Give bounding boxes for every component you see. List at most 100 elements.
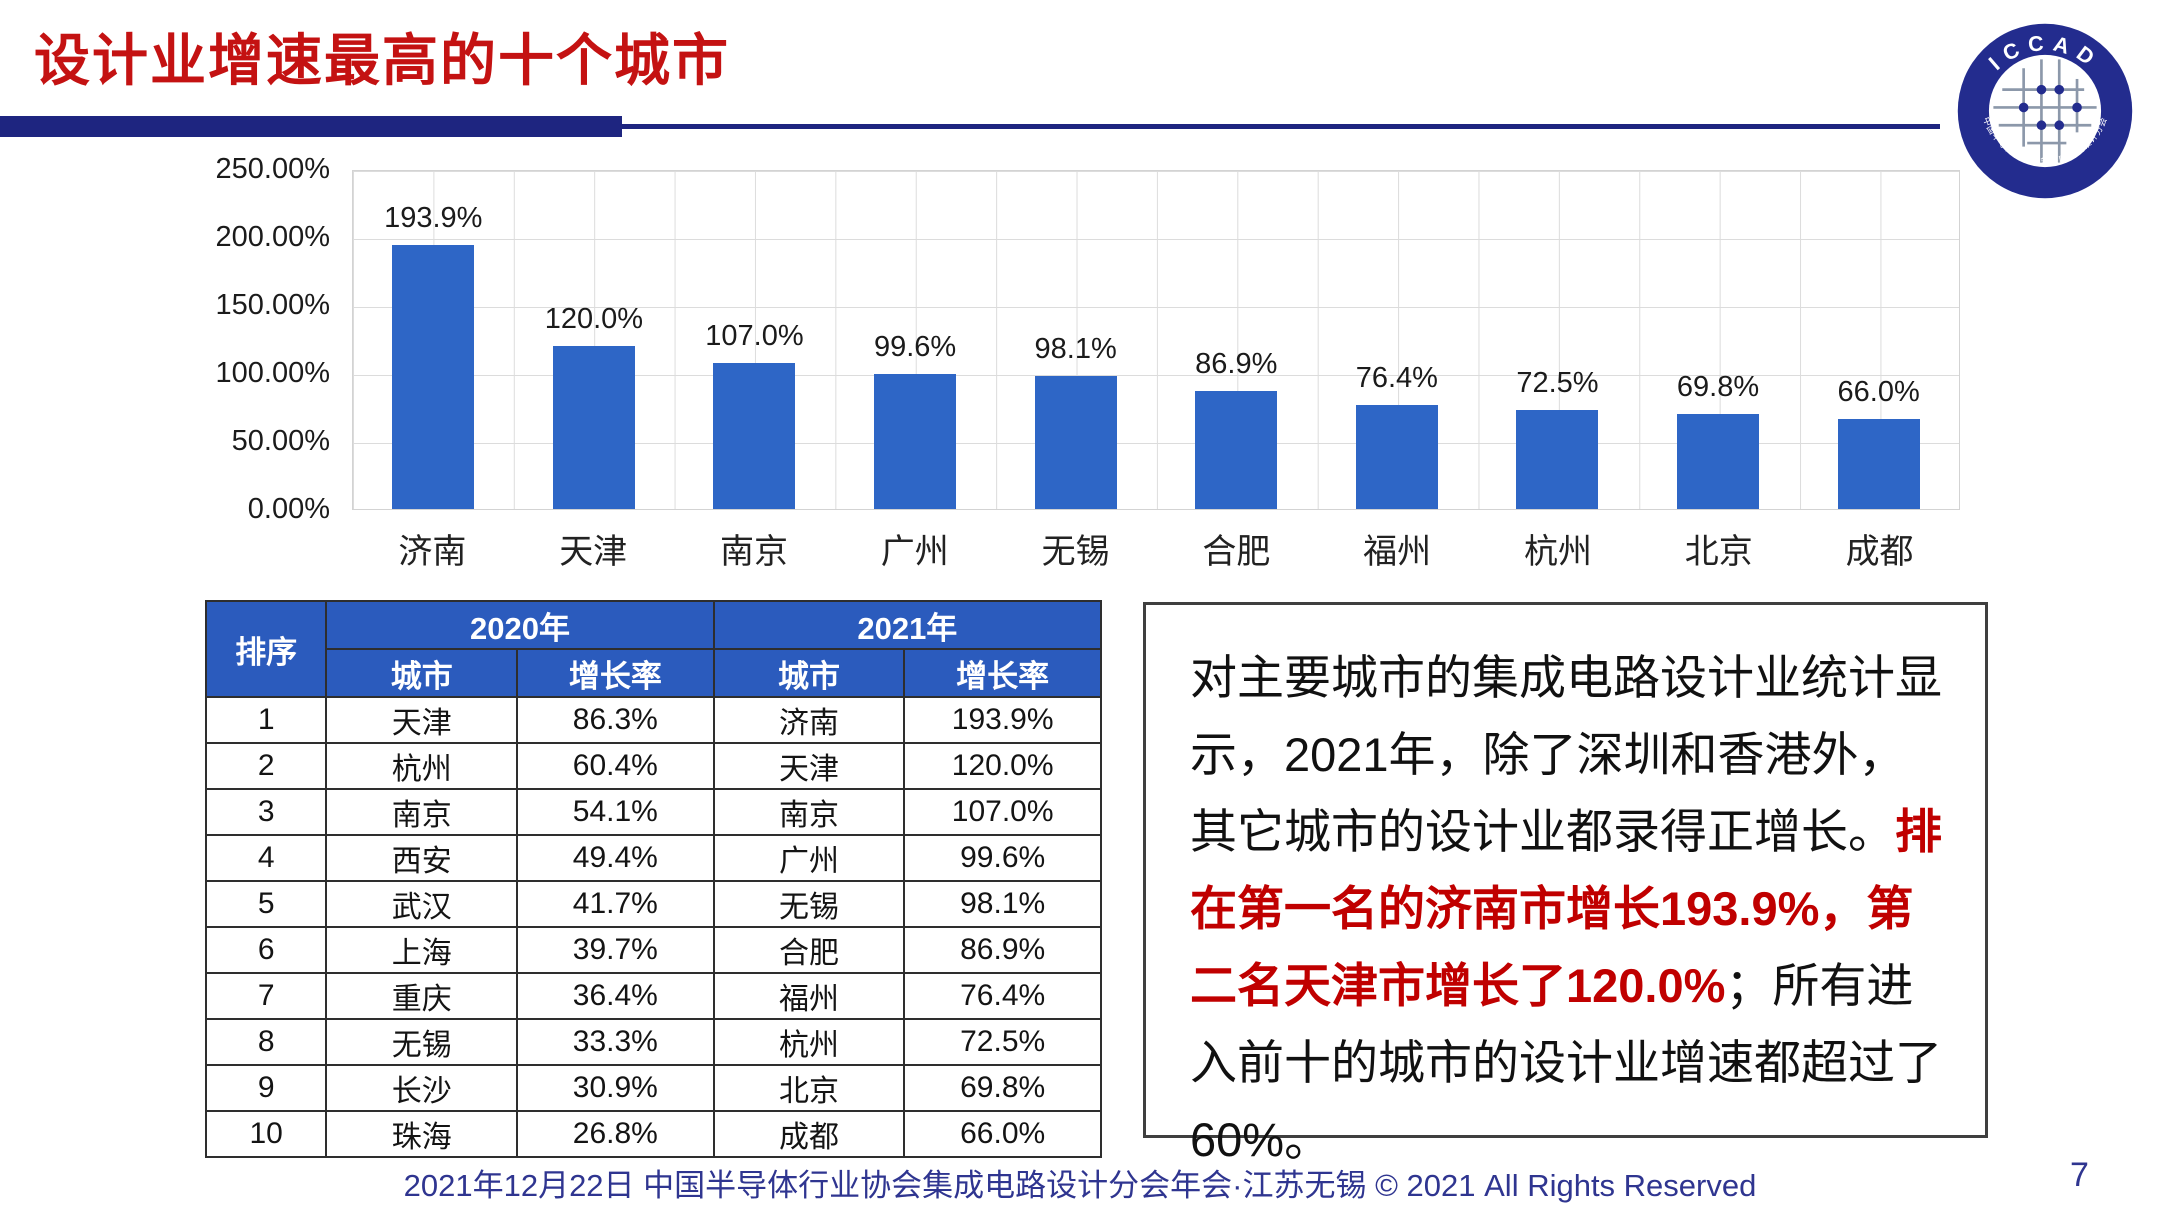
table-row: 7 重庆 36.4% 福州 76.4% (204, 972, 1102, 1020)
y-axis-tick: 150.00% (215, 289, 331, 321)
bar-value-label: 76.4% (1355, 362, 1438, 394)
header-year-2021: 2021年 (712, 600, 1103, 650)
table-cell: 无锡 (712, 880, 906, 928)
x-axis-label: 福州 (1363, 533, 1432, 571)
header-city-2020: 城市 (325, 648, 519, 698)
table-cell: 福州 (712, 972, 906, 1020)
table-cell: 珠海 (325, 1110, 519, 1158)
table-cell: 武汉 (325, 880, 519, 928)
x-axis-label: 北京 (1684, 533, 1753, 571)
table-row: 1 天津 86.3% 济南 193.9% (204, 696, 1102, 744)
y-axis-tick: 50.00% (231, 425, 330, 457)
x-axis-label: 济南 (398, 533, 467, 571)
commentary-text: 对主要城市的集成电路设计业统计显示，2021年，除了深圳和香港外，其它城市的设计… (1190, 639, 1943, 1178)
commentary-highlight: 排在第一名的济南市增长193.9%，第二名天津市增长了120.0% (1190, 805, 1942, 1012)
x-axis-label: 成都 (1845, 533, 1914, 571)
footer-text: 2021年12月22日 中国半导体行业协会集成电路设计分会年会·江苏无锡 © 2… (403, 1168, 1757, 1203)
table-cell: 广州 (712, 834, 906, 882)
table-cell: 4 (204, 834, 328, 882)
x-axis-label: 无锡 (1041, 533, 1110, 571)
table-cell: 天津 (712, 742, 906, 790)
chart-bar-济南 (392, 245, 475, 509)
bar-value-label: 193.9% (384, 202, 483, 234)
table-cell: 重庆 (325, 972, 519, 1020)
chart-bar-北京 (1677, 414, 1760, 509)
y-axis-tick: 100.00% (215, 357, 331, 389)
table-cell: 南京 (325, 788, 519, 836)
table-cell: 107.0% (903, 788, 1102, 836)
table-row: 8 无锡 33.3% 杭州 72.5% (204, 1018, 1102, 1066)
table-cell: 无锡 (325, 1018, 519, 1066)
table-cell: 成都 (712, 1110, 906, 1158)
chart-bar-无锡 (1034, 376, 1117, 509)
chart-bar-南京 (713, 363, 796, 509)
table-cell: 76.4% (903, 972, 1102, 1020)
bar-value-label: 86.9% (1195, 348, 1278, 380)
table-cell: 66.0% (903, 1110, 1102, 1158)
table-row: 6 上海 39.7% 合肥 86.9% (204, 926, 1102, 974)
chart-category-slot: 98.1% (995, 171, 1156, 509)
iccad-logo: ICCAD 中国半导体行业协会集成电路设计分会 (1957, 23, 2133, 199)
bar-value-label: 66.0% (1837, 376, 1920, 408)
chart-category-slot: 76.4% (1317, 171, 1478, 509)
chart-bar-合肥 (1195, 391, 1278, 509)
title-underline-thick (0, 116, 622, 137)
table-cell: 49.4% (516, 834, 715, 882)
page-number: 7 (2070, 1156, 2089, 1194)
table-cell: 60.4% (516, 742, 715, 790)
table-cell: 3 (204, 788, 328, 836)
table-cell: 120.0% (903, 742, 1102, 790)
table-cell: 天津 (325, 696, 519, 744)
table-cell: 7 (204, 972, 328, 1020)
table-cell: 杭州 (712, 1018, 906, 1066)
table-cell: 济南 (712, 696, 906, 744)
table-cell: 8 (204, 1018, 328, 1066)
chart-category-slot: 99.6% (835, 171, 996, 509)
header-rank: 排序 (204, 600, 328, 698)
table-cell: 26.8% (516, 1110, 715, 1158)
chart-bar-广州 (874, 374, 957, 509)
table-cell: 30.9% (516, 1064, 715, 1112)
table-cell: 6 (204, 926, 328, 974)
table-cell: 41.7% (516, 880, 715, 928)
table-cell: 54.1% (516, 788, 715, 836)
logo-inner-disc (1988, 54, 2102, 168)
table-cell: 5 (204, 880, 328, 928)
chart-category-slot: 72.5% (1477, 171, 1638, 509)
table-cell: 39.7% (516, 926, 715, 974)
x-axis-label: 广州 (880, 533, 949, 571)
title-underline-thin (622, 124, 1940, 129)
bar-value-label: 99.6% (873, 331, 957, 363)
table-cell: 193.9% (903, 696, 1102, 744)
header-growth-2020: 增长率 (516, 648, 715, 698)
chart-bar-成都 (1837, 419, 1920, 509)
table-cell: 99.6% (903, 834, 1102, 882)
table-cell: 合肥 (712, 926, 906, 974)
x-axis-label: 杭州 (1523, 533, 1592, 571)
table-cell: 86.3% (516, 696, 715, 744)
table-cell: 10 (204, 1110, 328, 1158)
chart-bar-天津 (552, 346, 635, 509)
table-cell: 北京 (712, 1064, 906, 1112)
table-cell: 南京 (712, 788, 906, 836)
table-cell: 69.8% (903, 1064, 1102, 1112)
ranking-table: 排序 2020年 2021年 城市 增长率 城市 增长率 1 天津 86.3% 济南 1… (204, 600, 1103, 1158)
header-growth-2021: 增长率 (903, 648, 1102, 698)
chart-bar-福州 (1355, 405, 1438, 509)
bar-value-label: 98.1% (1034, 333, 1117, 365)
chart-plot-area: 193.9% 120.0% 107.0% 99.6% 98.1% 86.9% 76.4% 72… (352, 170, 1960, 510)
header-year-2020: 2020年 (325, 600, 715, 650)
chart-category-slot: 69.8% (1638, 171, 1799, 509)
y-axis-tick: 200.00% (215, 221, 331, 253)
x-axis-labels: 济南 天津 南京 广州 无锡 合肥 福州 杭州 北京 成都 (352, 524, 1960, 573)
table-cell: 长沙 (325, 1064, 519, 1112)
table-cell: 9 (204, 1064, 328, 1112)
table-cell: 86.9% (903, 926, 1102, 974)
table-cell: 1 (204, 696, 328, 744)
ranking-table-body: 1 天津 86.3% 济南 193.9% 2 杭州 60.4% 天津 120.0% 3 南京 54.1%… (204, 696, 1102, 1158)
bar-value-label: 107.0% (705, 320, 804, 352)
table-cell: 杭州 (325, 742, 519, 790)
bar-value-label: 120.0% (544, 303, 644, 335)
header-city-2021: 城市 (712, 648, 906, 698)
